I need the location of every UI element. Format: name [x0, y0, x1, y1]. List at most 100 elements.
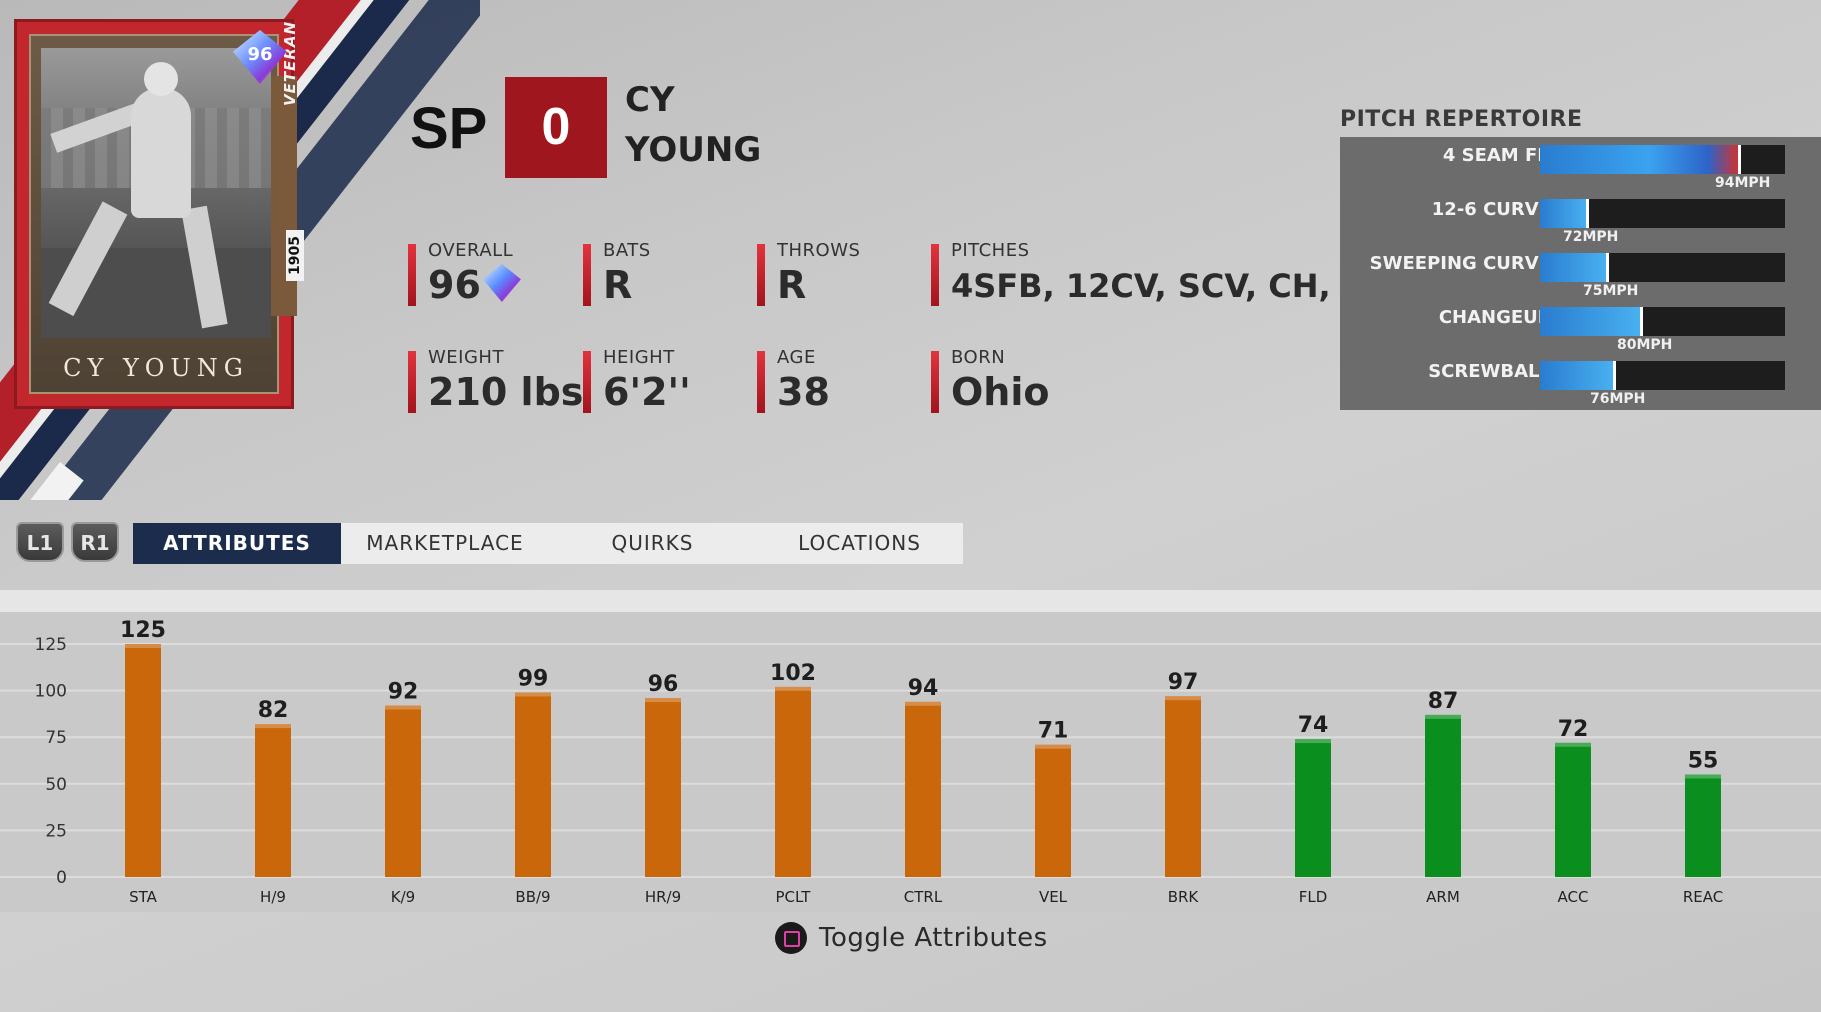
attribute-bar [905, 701, 941, 877]
tab-marketplace[interactable]: MARKETPLACE [366, 531, 524, 555]
attribute-bar [1555, 742, 1591, 877]
attribute-category-label: FLD [1299, 888, 1328, 906]
stat-age: AGE 38 [757, 347, 830, 414]
attribute-bar-cap [905, 701, 941, 706]
attribute-bar [515, 692, 551, 877]
attribute-bar [125, 644, 161, 877]
attribute-bar-cap [385, 705, 421, 710]
tab-attributes[interactable]: ATTRIBUTES [133, 523, 341, 564]
tab-locations[interactable]: LOCATIONS [798, 531, 921, 555]
tab-bar: ATTRIBUTES MARKETPLACE QUIRKS LOCATIONS [133, 523, 963, 564]
pitch-row: CHANGEUP 80MPH [1340, 299, 1821, 353]
attributes-chart-svg: 0 25 50 75 100 125 125 STA 82 H/9 92 K/9 99 BB/9 96 HR/… [0, 618, 1821, 906]
pitch-speed-label: 75MPH [1583, 283, 1639, 299]
stat-height: HEIGHT 6'2'' [583, 347, 691, 414]
attribute-bar-cap [515, 692, 551, 697]
pitch-speed-label: 72MPH [1563, 229, 1619, 245]
pitch-name: 4 SEAM FB [1442, 145, 1551, 166]
jersey-number: 0 [505, 77, 607, 178]
stat-value: R [777, 263, 807, 307]
pitch-name: SCREWBALL [1428, 361, 1551, 382]
attribute-bar [1425, 714, 1461, 877]
stat-value: 6'2'' [603, 370, 691, 414]
pitch-name: SWEEPING CURVE [1369, 253, 1551, 274]
pitch-speed-track [1540, 145, 1785, 174]
player-position: SP [410, 96, 488, 161]
card-player-name: CY YOUNG [63, 354, 249, 382]
attribute-value-label: 74 [1298, 713, 1329, 738]
pitch-speed-fill [1540, 199, 1589, 228]
l1-button[interactable]: L1 [16, 522, 64, 562]
stat-born: BORN Ohio [931, 347, 1050, 414]
attribute-value-label: 99 [518, 666, 549, 691]
pitch-row: SWEEPING CURVE 75MPH [1340, 245, 1821, 299]
pitch-speed-track [1540, 307, 1785, 336]
pitch-speed-track [1540, 253, 1785, 282]
stat-value: 210 lbs [428, 370, 584, 414]
attribute-category-label: K/9 [391, 888, 415, 906]
toggle-attributes-label: Toggle Attributes [819, 923, 1048, 953]
attribute-category-label: PCLT [776, 888, 812, 906]
pitch-speed-fill [1540, 307, 1643, 336]
pitch-speed-label: 76MPH [1590, 391, 1646, 407]
attribute-bar-cap [645, 698, 681, 703]
stat-value: Ohio [951, 370, 1050, 414]
stat-overall: OVERALL 96 [408, 240, 521, 307]
chart-header-band [0, 590, 1821, 612]
attribute-category-label: ACC [1558, 888, 1589, 906]
tab-quirks[interactable]: QUIRKS [611, 531, 694, 555]
attributes-chart: 0 25 50 75 100 125 125 STA 82 H/9 92 K/9 99 BB/9 96 HR/… [0, 612, 1821, 912]
stat-label: OVERALL [428, 240, 514, 261]
stat-weight: WEIGHT 210 lbs [408, 347, 583, 414]
stat-label: THROWS [777, 240, 861, 261]
stat-label: BATS [603, 240, 651, 261]
attribute-value-label: 55 [1688, 748, 1719, 773]
player-first-name: CY [625, 80, 675, 120]
pitch-name: CHANGEUP [1438, 307, 1551, 328]
r1-button[interactable]: R1 [71, 522, 119, 562]
attribute-bar-cap [1685, 774, 1721, 779]
card-year: 1905 [286, 230, 304, 281]
attribute-value-label: 125 [120, 618, 166, 643]
attribute-category-label: BRK [1168, 888, 1200, 906]
y-tick-label: 50 [45, 775, 67, 795]
pitch-speed-fill [1540, 361, 1616, 390]
attribute-bar-cap [1555, 742, 1591, 747]
attribute-bar [1685, 774, 1721, 877]
attribute-bar [1295, 739, 1331, 877]
card-frame: VETERAN 1905 CY YOUNG [29, 21, 304, 394]
attribute-value-label: 94 [908, 676, 939, 701]
attribute-value-label: 96 [648, 672, 679, 697]
pitch-speed-track [1540, 199, 1785, 228]
stat-label: WEIGHT [428, 347, 504, 368]
pitch-row: 12-6 CURVE 72MPH [1340, 191, 1821, 245]
toggle-attributes-hint[interactable]: Toggle Attributes [775, 922, 1048, 954]
square-button-icon [775, 922, 807, 954]
attribute-value-label: 71 [1038, 719, 1069, 744]
attribute-value-label: 82 [258, 698, 289, 723]
y-tick-label: 75 [45, 728, 67, 748]
pitch-name: 12-6 CURVE [1431, 199, 1551, 220]
stat-value: 38 [777, 370, 830, 414]
y-tick-label: 125 [35, 635, 67, 655]
attribute-bar [385, 705, 421, 877]
attribute-category-label: BB/9 [515, 888, 550, 906]
pitch-speed-label: 94MPH [1715, 175, 1771, 191]
stat-label: PITCHES [951, 240, 1030, 261]
attribute-bar-cap [125, 644, 161, 648]
y-tick-label: 100 [35, 682, 67, 702]
attribute-value-label: 87 [1428, 689, 1459, 714]
pitch-repertoire-title: PITCH REPERTOIRE [1340, 107, 1583, 132]
card-rating: 96 [247, 44, 273, 65]
player-photo [41, 48, 271, 338]
stat-label: BORN [951, 347, 1006, 368]
stat-label: AGE [777, 347, 816, 368]
stat-value: R [603, 263, 633, 307]
attribute-category-label: H/9 [260, 888, 286, 906]
attribute-bar [1165, 696, 1201, 877]
attribute-category-label: STA [129, 888, 158, 906]
attribute-bar-cap [1295, 739, 1331, 744]
stat-value: 4SFB, 12CV, SCV, CH, SCR [951, 267, 1414, 305]
attribute-value-label: 92 [388, 680, 419, 705]
pitch-row: 4 SEAM FB 94MPH [1340, 137, 1821, 191]
